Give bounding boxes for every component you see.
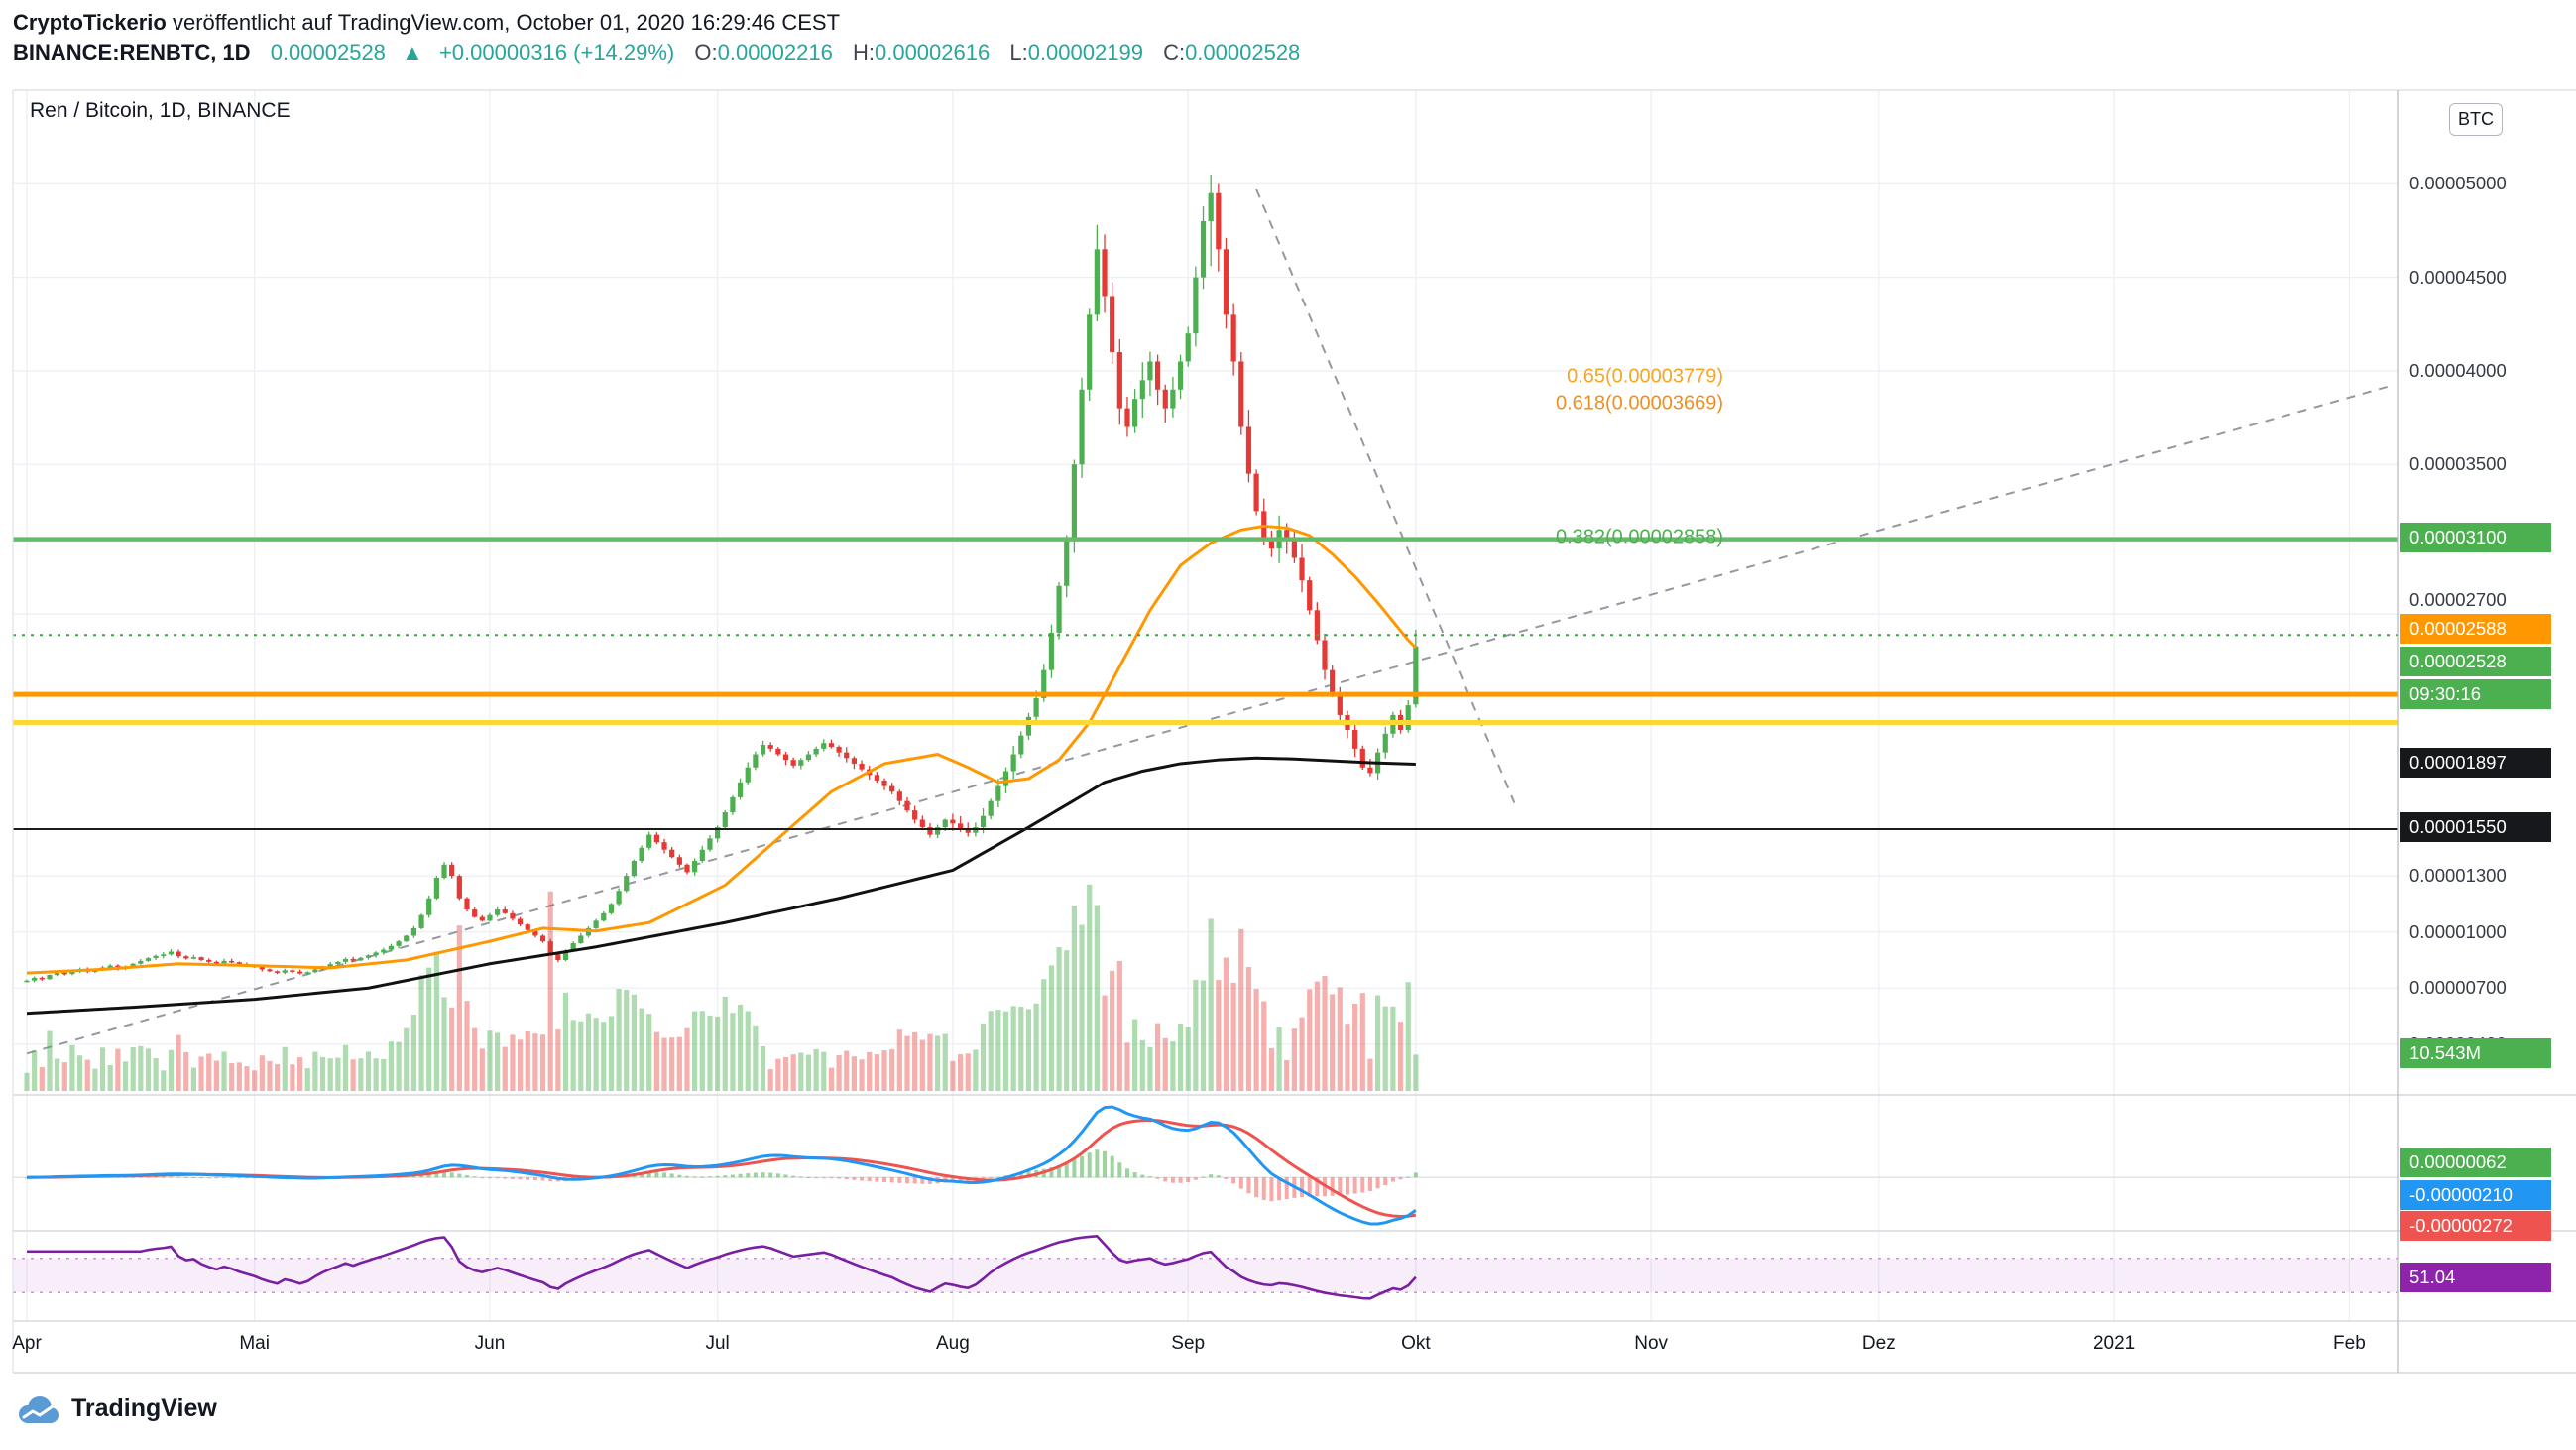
fib-label[interactable]: 0.618(0.00003669) — [1556, 392, 1723, 414]
low-label: L: — [1009, 40, 1028, 64]
tradingview-wordmark[interactable]: TradingView — [71, 1393, 217, 1422]
orange-ma-line — [26, 524, 1417, 975]
volume-series — [24, 884, 1419, 1091]
price-axis-label: 0.00000700 — [2409, 977, 2507, 999]
price-axis-label: 0.00001300 — [2409, 865, 2507, 887]
time-axis-label: 2021 — [2092, 1333, 2136, 1354]
chart-legend[interactable]: Ren / Bitcoin, 1D, BINANCE — [30, 99, 291, 122]
author-name: CryptoTickerio — [13, 10, 167, 35]
macd-signal-line — [26, 1118, 1417, 1218]
price-axis-label: 0.00004500 — [2409, 266, 2507, 288]
close-label: C: — [1163, 40, 1186, 64]
close-value: 0.00002528 — [1185, 40, 1301, 64]
high-label: H: — [852, 40, 875, 64]
byline: CryptoTickerio veröffentlicht auf Tradin… — [13, 10, 840, 36]
price-label-last: 0.00002528 — [2400, 647, 2551, 676]
price-label-black-ma: 0.00001897 — [2400, 748, 2551, 778]
bar-countdown-label: 09:30:16 — [2400, 679, 2551, 709]
time-axis-label: Okt — [1401, 1333, 1431, 1354]
volume-value-label: 10.543M — [2400, 1038, 2551, 1068]
high-value: 0.00002616 — [874, 40, 991, 64]
time-axis-label: Aug — [936, 1333, 970, 1354]
candlestick-series — [24, 174, 1419, 983]
macd-line — [26, 1105, 1417, 1226]
open-value: 0.00002216 — [717, 40, 833, 64]
time-axis-label: Nov — [1634, 1333, 1669, 1354]
tradingview-logo-icon[interactable] — [16, 1389, 61, 1428]
price-label-fib-line: 0.00002588 — [2400, 614, 2551, 644]
time-axis-label: Jun — [474, 1333, 506, 1354]
up-arrow-icon: ▲ — [402, 40, 423, 64]
price-axis-label: 0.00002700 — [2409, 589, 2507, 611]
fib-label[interactable]: 0.65(0.00003779) — [1567, 366, 1723, 388]
time-axis-label: Dez — [1861, 1333, 1896, 1354]
fib-label[interactable]: 0.382(0.00002858) — [1556, 526, 1723, 547]
open-label: O: — [694, 40, 718, 64]
time-axis-label: Mai — [239, 1333, 270, 1354]
last-price-value: 0.00002528 — [270, 40, 386, 64]
black-ma-line — [26, 756, 1416, 1016]
price-change: +0.00000316 (+14.29%) — [438, 40, 675, 64]
price-label-support-line: 0.00001550 — [2400, 812, 2551, 842]
time-axis-label: Feb — [2333, 1333, 2366, 1354]
currency-toggle-btc[interactable]: BTC — [2449, 103, 2503, 136]
low-value: 0.00002199 — [1027, 40, 1143, 64]
price-label-green-line: 0.00003100 — [2400, 523, 2551, 552]
rsi-value-label: 51.04 — [2400, 1263, 2551, 1292]
price-axis-label: 0.00003500 — [2409, 453, 2507, 475]
byline-text: veröffentlicht auf TradingView.com, Octo… — [166, 10, 841, 35]
trendline-ascending-support[interactable] — [26, 385, 2388, 1055]
price-axis-label: 0.00004000 — [2409, 359, 2507, 381]
time-axis-label: Sep — [1171, 1333, 1206, 1354]
macd-signal-label: -0.00000272 — [2400, 1211, 2551, 1241]
trendline-descending-resistance[interactable] — [1255, 188, 1516, 803]
symbol-info-bar: BINANCE:RENBTC, 1D 0.00002528 ▲ +0.00000… — [13, 40, 1300, 65]
macd-line-label: -0.00000210 — [2400, 1180, 2551, 1210]
time-axis-label: Jul — [705, 1333, 730, 1354]
rsi-line — [27, 1235, 1417, 1300]
price-axis-label: 0.00005000 — [2409, 173, 2507, 194]
symbol-title: BINANCE:RENBTC, 1D — [13, 40, 251, 64]
price-axis-label: 0.00001000 — [2409, 920, 2507, 942]
rsi-band — [13, 1258, 2398, 1293]
footer: TradingView — [16, 1389, 217, 1428]
macd-histogram-label: 0.00000062 — [2400, 1148, 2551, 1177]
time-axis-label: Apr — [12, 1333, 42, 1354]
